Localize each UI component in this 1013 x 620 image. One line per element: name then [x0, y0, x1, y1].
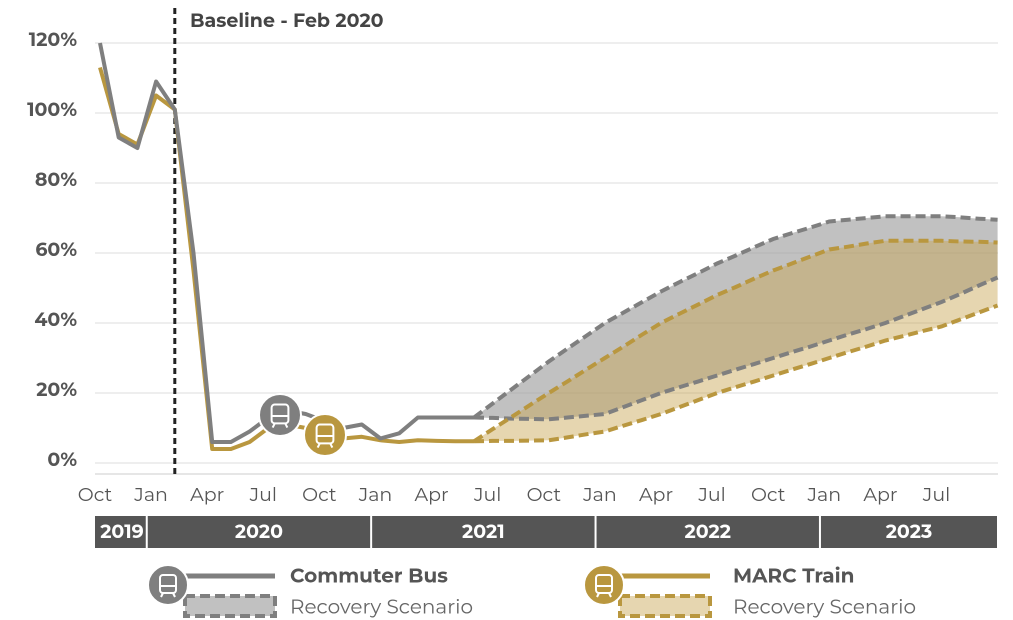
x-tick-label: Oct	[78, 483, 113, 506]
scenario-line	[473, 303, 999, 444]
y-tick-label: 120%	[29, 28, 78, 51]
y-tick-label: 0%	[47, 448, 77, 471]
legend-label: MARC Train	[733, 564, 854, 588]
scenario-band	[474, 240, 998, 442]
scenario-band	[474, 216, 998, 420]
bus-icon	[258, 393, 302, 437]
x-tick-label: Apr	[639, 483, 673, 506]
year-label: 2022	[685, 520, 731, 543]
icon-circle	[303, 413, 347, 457]
year-label: 2023	[886, 520, 933, 543]
scenario-line	[473, 275, 999, 422]
x-tick-label: Jan	[358, 483, 393, 506]
year-label: 2020	[235, 520, 283, 543]
icon-circle	[258, 393, 302, 437]
annotation: Baseline - Feb 2020	[190, 9, 384, 32]
year-band	[372, 516, 595, 548]
scenario-line	[472, 214, 998, 420]
year-band	[147, 516, 371, 548]
icon-body	[595, 574, 613, 594]
legend-band	[183, 594, 277, 618]
icon-wheel	[329, 442, 334, 449]
year-band	[820, 516, 997, 548]
legend: Commuter Bus Recovery Scenario MARC Trai…	[175, 564, 916, 619]
y-tick-label: 80%	[35, 168, 77, 191]
x-tick-label: Jan	[133, 483, 168, 506]
icon-wheel	[596, 592, 600, 598]
x-tick-label: Jul	[473, 483, 501, 506]
legend-label: Recovery Scenario	[290, 595, 473, 619]
x-tick-label: Oct	[751, 483, 786, 506]
x-tick-label: Apr	[415, 483, 449, 506]
icon-body	[159, 574, 177, 594]
x-tick-label: Apr	[863, 483, 897, 506]
x-tick-label: Jul	[697, 483, 725, 506]
train-icon	[583, 564, 625, 606]
icon-wheel	[160, 592, 164, 598]
y-tick-label: 20%	[36, 378, 77, 401]
bus-icon	[147, 564, 189, 606]
scenario-line	[472, 238, 998, 443]
y-tick-label: 60%	[35, 238, 77, 261]
legend-label: Commuter Bus	[290, 564, 448, 588]
year-label: 2021	[462, 520, 505, 543]
icon-body	[270, 403, 290, 425]
legend-band	[618, 594, 712, 618]
legend-label: Recovery Scenario	[733, 595, 916, 619]
series-line	[98, 42, 474, 444]
x-tick-label: Jul	[922, 483, 950, 506]
icon-wheel	[284, 422, 289, 429]
x-tick-label: Oct	[302, 483, 337, 506]
x-tick-label: Oct	[527, 483, 562, 506]
x-tick-label: Jan	[807, 483, 842, 506]
x-tick-label: Jul	[249, 483, 277, 506]
x-tick-label: Apr	[190, 483, 224, 506]
series-line	[98, 66, 474, 451]
icon-body	[315, 423, 335, 445]
icon-wheel	[271, 422, 276, 429]
icon-wheel	[172, 592, 176, 598]
year-band	[95, 516, 146, 548]
train-icon	[303, 413, 347, 457]
year-band	[596, 516, 819, 548]
y-tick-label: 40%	[34, 308, 77, 331]
y-tick-label: 100%	[27, 98, 77, 121]
icon-wheel	[316, 442, 321, 449]
icon-wheel	[608, 592, 612, 598]
year-label: 2019	[100, 520, 144, 543]
x-tick-label: Jan	[582, 483, 617, 506]
